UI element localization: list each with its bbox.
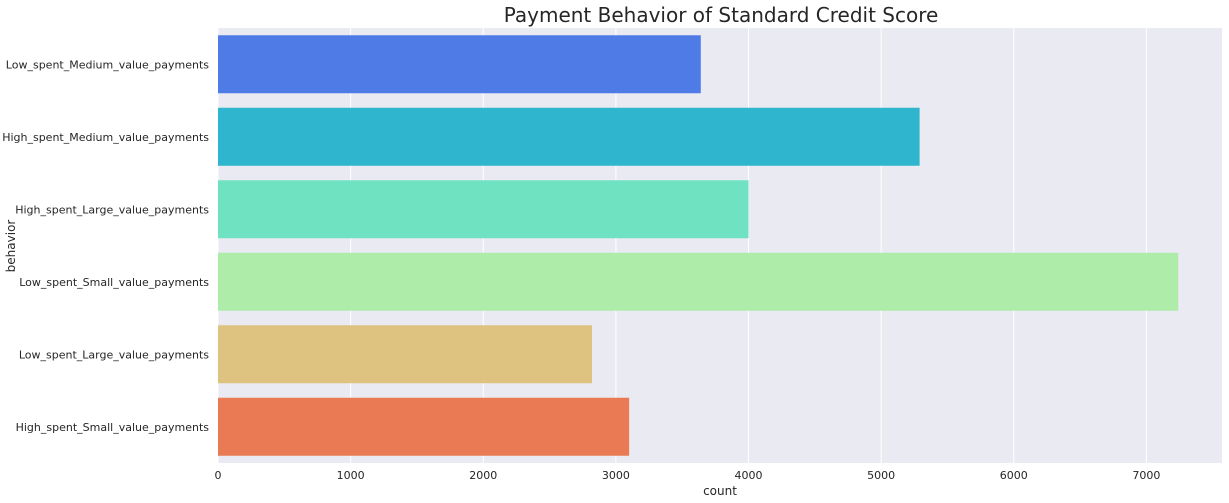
category-labels: Low_spent_Medium_value_payments High_spen… bbox=[2, 58, 209, 434]
x-axis-label: count bbox=[703, 484, 737, 498]
plot-area bbox=[218, 28, 1222, 463]
x-tick-label: 5000 bbox=[867, 469, 895, 482]
bars bbox=[218, 35, 1179, 456]
bar-high-spent-small-value-payments bbox=[218, 397, 630, 456]
bar-low-spent-small-value-payments bbox=[218, 252, 1179, 311]
bar-low-spent-medium-value-payments bbox=[218, 35, 701, 94]
chart-title: Payment Behavior of Standard Credit Scor… bbox=[504, 3, 939, 27]
bar-high-spent-large-value-payments bbox=[218, 180, 749, 239]
category-label: Low_spent_Medium_value_payments bbox=[6, 58, 209, 71]
gridlines bbox=[217, 28, 1147, 463]
x-tick-label: 3000 bbox=[602, 469, 630, 482]
x-tick-label: 0 bbox=[215, 469, 222, 482]
bar-high-spent-medium-value-payments bbox=[218, 107, 920, 166]
y-axis-label: behavior bbox=[4, 220, 18, 273]
x-tick-label: 2000 bbox=[469, 469, 497, 482]
bar-low-spent-large-value-payments bbox=[218, 325, 593, 384]
x-tick-label: 6000 bbox=[1000, 469, 1028, 482]
category-label: Low_spent_Small_value_payments bbox=[19, 276, 209, 289]
x-tick-label: 7000 bbox=[1132, 469, 1160, 482]
category-label: Low_spent_Large_value_payments bbox=[19, 348, 209, 361]
x-tick-label: 1000 bbox=[337, 469, 365, 482]
x-tick-label: 4000 bbox=[735, 469, 763, 482]
category-label: High_spent_Medium_value_payments bbox=[2, 131, 209, 144]
category-label: High_spent_Large_value_payments bbox=[15, 203, 209, 216]
x-tick-labels: 0 1000 2000 3000 4000 5000 6000 7000 bbox=[215, 469, 1161, 482]
category-label: High_spent_Small_value_payments bbox=[16, 421, 210, 434]
